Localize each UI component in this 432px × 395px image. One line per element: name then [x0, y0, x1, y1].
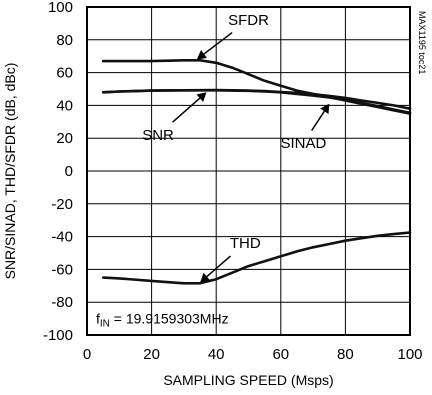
fin-value: = 19.9159303MHz: [110, 311, 229, 327]
annotation-sfdr-arrow-head: [196, 50, 207, 60]
y-tick-label: -100: [43, 327, 73, 344]
fin-subscript: IN: [100, 319, 110, 330]
y-tick-label: -60: [51, 261, 73, 278]
x-tick-label: 100: [397, 346, 422, 363]
tick-labels: 100 80 60 40 20 0 -20 -40 -60 -80 -100 0 20 40 60 80 100: [43, 0, 423, 363]
y-tick-label: -80: [51, 294, 73, 311]
fin-f: f: [96, 311, 100, 327]
x-tick-label: 80: [337, 346, 354, 363]
y-tick-label: 60: [56, 65, 73, 82]
annotation-sfdr-label: SFDR: [228, 12, 269, 29]
annotation-sfdr-arrow-line: [203, 31, 233, 55]
y-tick-label: 20: [56, 130, 73, 147]
y-axis-title: SNR/SINAD, THD/SFDR (dB, dBc): [2, 63, 18, 280]
series-snr-line: [101, 88, 412, 110]
annotation-thd-arrow-line: [206, 255, 231, 278]
y-tick-label: 40: [56, 97, 73, 114]
grid-lines: [87, 7, 410, 335]
y-tick-label: -40: [51, 229, 73, 246]
figure-code: MAX1195 toc21: [417, 11, 427, 74]
x-axis-title: SAMPLING SPEED (Msps): [163, 372, 333, 388]
annotation-thd-label: THD: [230, 235, 261, 252]
annotation-sinad-label: SINAD: [280, 135, 326, 152]
annotation-sinad-arrow-line: [311, 110, 325, 131]
y-tick-label: 0: [65, 163, 73, 180]
annotation-snr-label: SNR: [142, 127, 174, 144]
data-curves: [101, 58, 412, 285]
x-tick-label: 20: [143, 346, 160, 363]
y-tick-label: 80: [56, 32, 73, 49]
y-tick-label: -20: [51, 196, 73, 213]
x-tick-label: 0: [83, 346, 91, 363]
plot-frame: [86, 6, 411, 336]
series-thd-line: [101, 231, 412, 285]
x-tick-label: 40: [208, 346, 225, 363]
input-frequency-label: fIN = 19.9159303MHz: [96, 311, 229, 330]
y-tick-label: 100: [48, 0, 73, 16]
series-sinad-line: [101, 89, 412, 115]
annotation-snr-arrow-head: [196, 92, 207, 102]
annotations: SFDR SNR SINAD THD: [142, 12, 330, 283]
annotation-snr-arrow-line: [172, 97, 201, 123]
annotation-sinad-arrow-head: [320, 103, 330, 114]
annotation-thd-arrow-head: [200, 272, 211, 283]
x-tick-label: 60: [272, 346, 289, 363]
